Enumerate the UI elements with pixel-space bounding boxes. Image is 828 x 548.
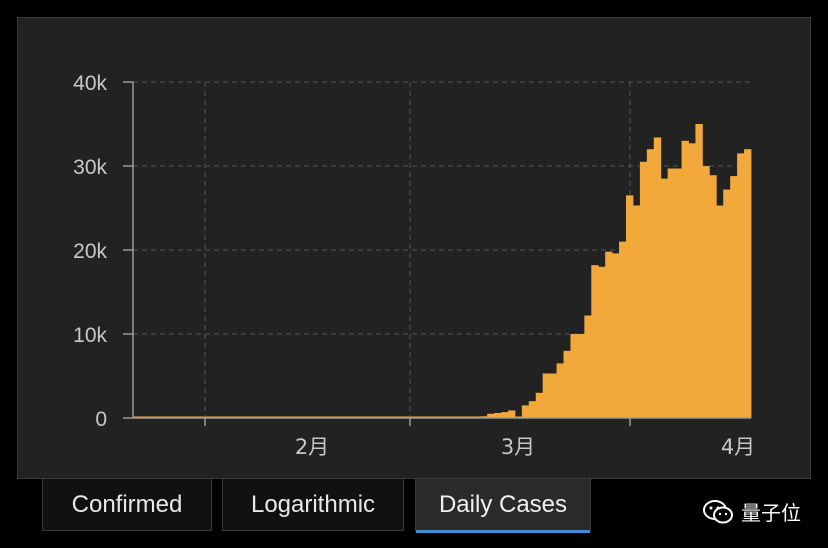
bar (737, 153, 745, 418)
tab-daily-cases-label: Daily Cases (438, 490, 568, 518)
bar (528, 401, 537, 418)
bar (556, 363, 564, 418)
y-tick-label: 20k (73, 240, 107, 263)
chart-panel: 0 10k 20k 30k 40k 2月 3月 4月 (17, 17, 811, 479)
bar (507, 410, 516, 418)
bar (723, 189, 731, 418)
bar (702, 166, 710, 418)
tab-daily-cases[interactable]: Daily Cases (415, 479, 591, 533)
bar (605, 251, 613, 418)
bar (563, 350, 571, 418)
bar (570, 334, 578, 418)
bar (716, 205, 724, 418)
bar (646, 149, 655, 418)
bar (688, 143, 696, 418)
bar (542, 373, 551, 418)
bar (632, 205, 641, 418)
bar (501, 412, 509, 418)
bar (612, 253, 620, 418)
bar (730, 176, 738, 418)
bar (535, 392, 544, 418)
watermark-text: 量子位 (741, 503, 801, 525)
bar (591, 265, 599, 418)
bar (744, 149, 752, 418)
y-tick-label: 40k (73, 72, 107, 95)
bar (521, 405, 530, 418)
bar (494, 412, 502, 418)
x-tick-label: 2月 (295, 435, 329, 459)
bar (480, 416, 488, 418)
x-tick-label: 3月 (501, 435, 535, 459)
bar (667, 168, 676, 418)
bar (639, 161, 648, 419)
bar (619, 241, 627, 418)
y-tick-label: 10k (73, 324, 107, 347)
daily-cases-chart: 0 10k 20k 30k 40k 2月 3月 4月 (73, 72, 755, 459)
bar (549, 373, 557, 418)
y-tick-label: 30k (73, 156, 107, 179)
tab-confirmed-label: Confirmed (71, 490, 183, 518)
x-tick-label: 4月 (721, 435, 755, 459)
wechat-icon (703, 499, 733, 523)
bar (487, 413, 495, 418)
bar (674, 168, 682, 418)
bar (681, 140, 689, 419)
bar (695, 124, 703, 418)
bar (626, 195, 634, 418)
watermark: 量子位 (703, 497, 801, 526)
tab-logarithmic[interactable]: Logarithmic (222, 479, 404, 531)
y-tick-label: 0 (95, 408, 107, 431)
tab-logarithmic-label: Logarithmic (250, 490, 376, 518)
tab-confirmed[interactable]: Confirmed (42, 479, 212, 531)
bar (598, 266, 606, 418)
bar (577, 334, 585, 418)
bar (653, 137, 662, 418)
bar (709, 175, 717, 418)
bar (584, 315, 592, 418)
bar (660, 178, 669, 418)
